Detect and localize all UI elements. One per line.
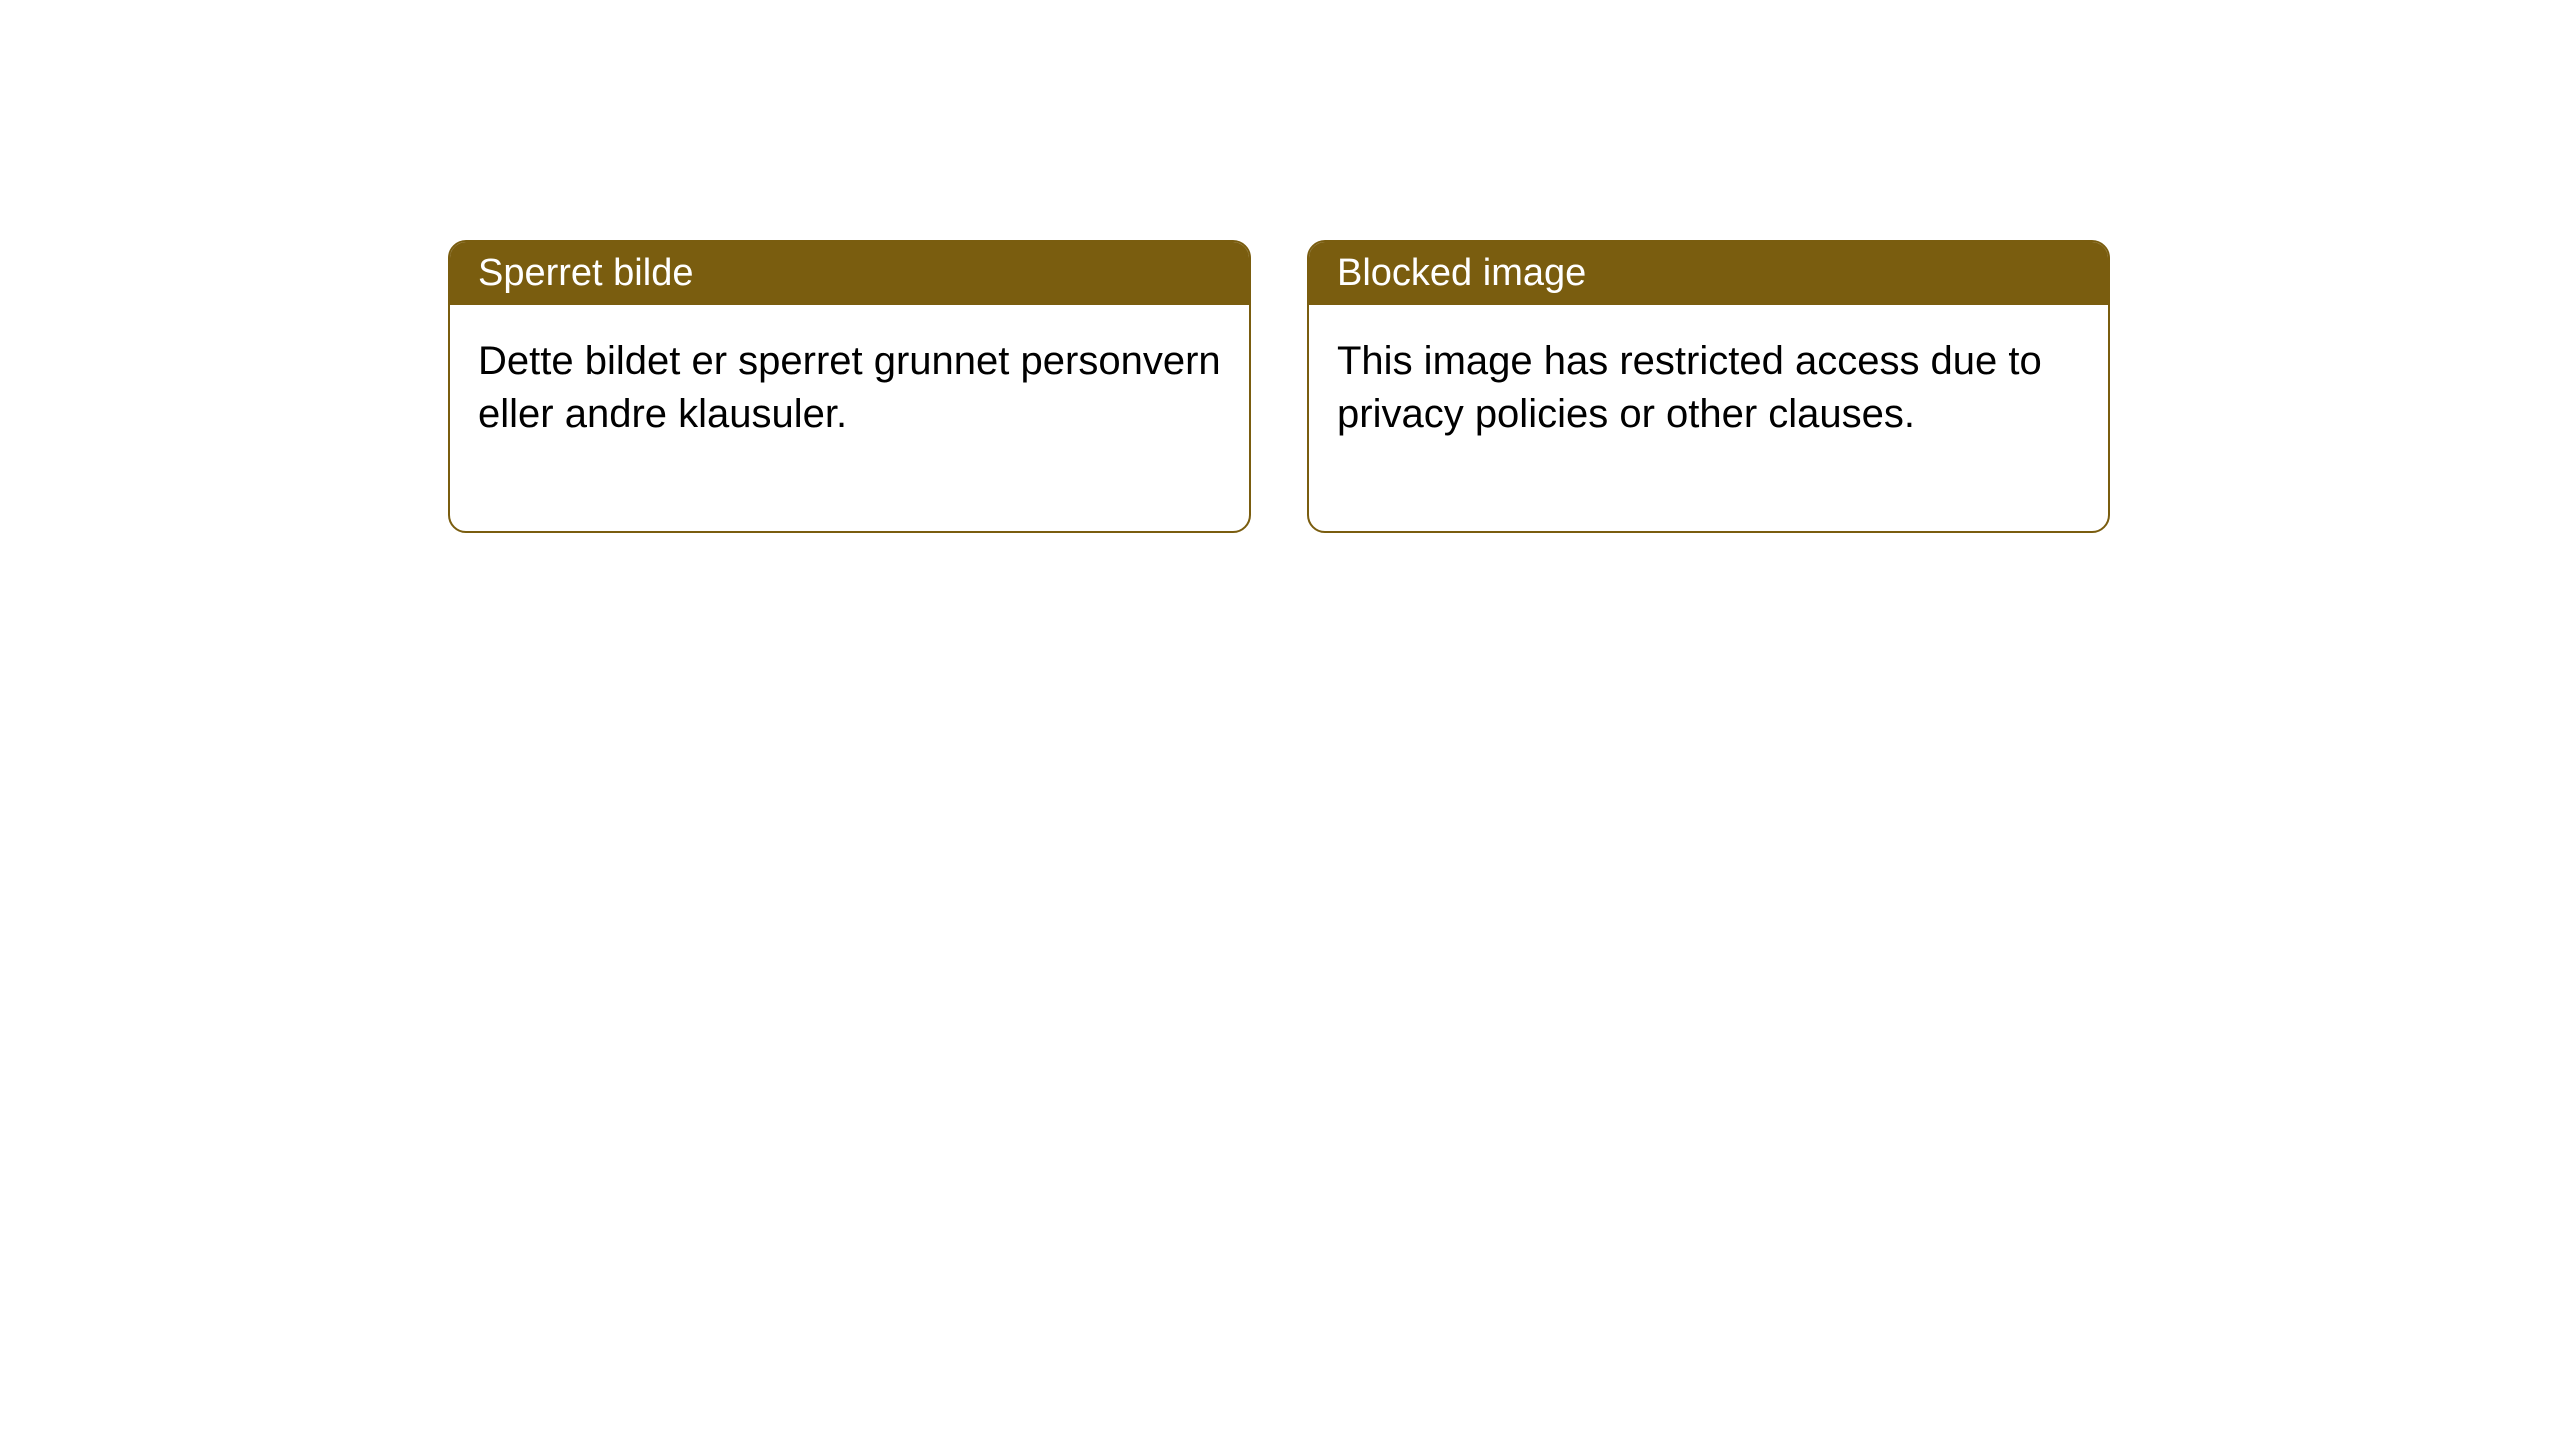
card-title: Sperret bilde: [478, 252, 693, 294]
card-body: This image has restricted access due to …: [1309, 305, 2108, 531]
card-body-text: Dette bildet er sperret grunnet personve…: [478, 339, 1221, 436]
notice-cards-container: Sperret bilde Dette bildet er sperret gr…: [448, 240, 2110, 533]
blocked-image-card-english: Blocked image This image has restricted …: [1307, 240, 2110, 533]
card-title: Blocked image: [1337, 252, 1586, 294]
card-body-text: This image has restricted access due to …: [1337, 339, 2042, 436]
card-body: Dette bildet er sperret grunnet personve…: [450, 305, 1249, 531]
blocked-image-card-norwegian: Sperret bilde Dette bildet er sperret gr…: [448, 240, 1251, 533]
card-header: Blocked image: [1309, 242, 2108, 305]
card-header: Sperret bilde: [450, 242, 1249, 305]
